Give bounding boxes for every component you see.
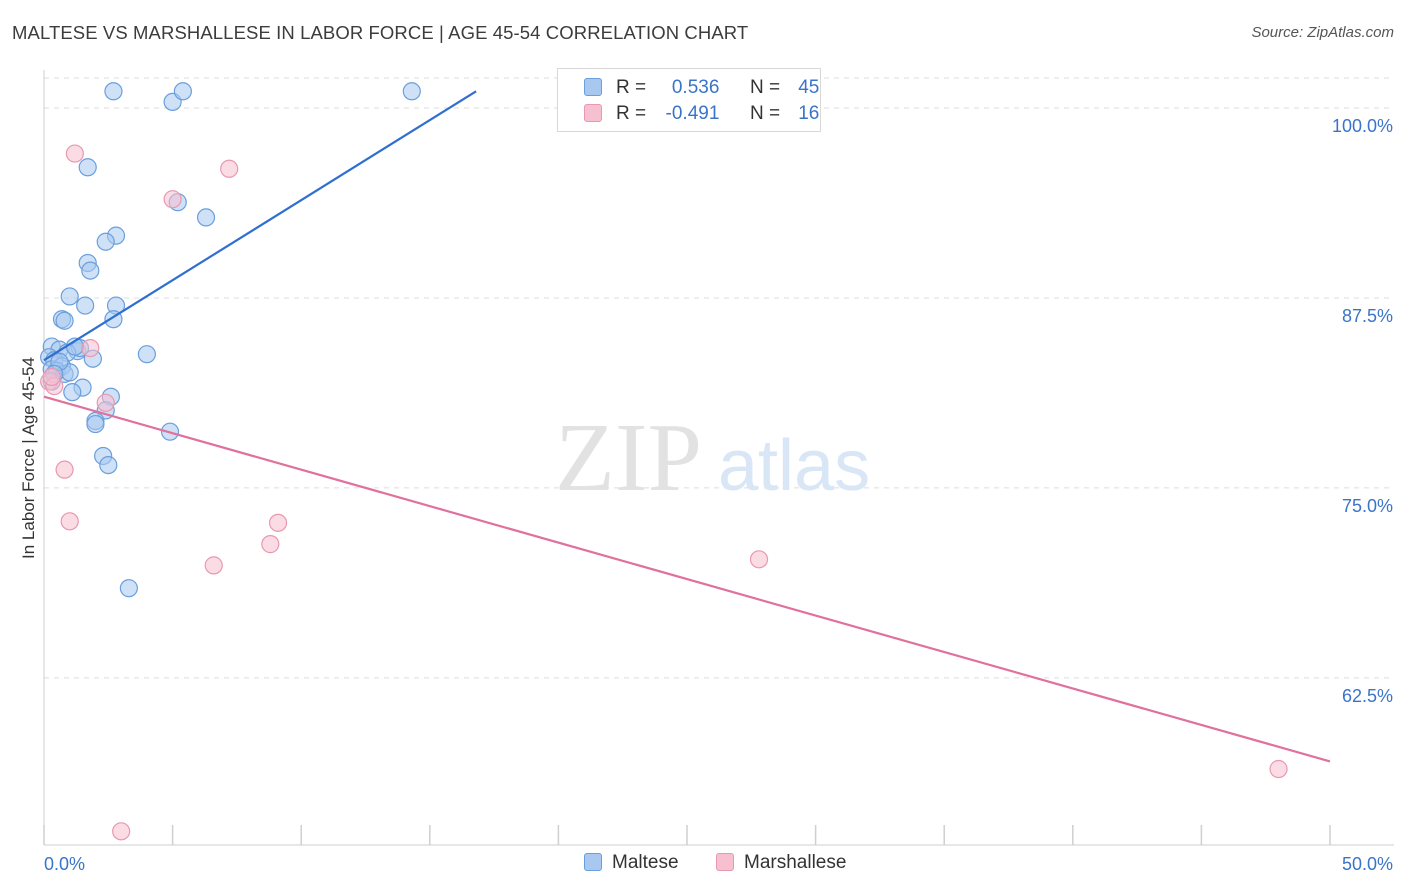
maltese-point <box>196 208 216 227</box>
legend-n-label: N = <box>749 77 781 98</box>
marshallese-point <box>65 144 84 163</box>
maltese-swatch <box>584 78 602 96</box>
legend: R = 0.536 N = 45 R = -0.491 N = 16 <box>557 68 821 132</box>
maltese-swatch <box>584 853 602 871</box>
legend-n-value: 45 <box>798 77 820 98</box>
x-tick-label: 50.0% <box>1342 854 1393 874</box>
marshallese-point <box>96 393 115 412</box>
marshallese-point <box>749 550 769 569</box>
y-tick-label: 62.5% <box>1342 686 1393 706</box>
watermark: ZIP atlas <box>555 404 870 512</box>
maltese-trend-line <box>43 90 477 362</box>
maltese-point <box>55 311 74 330</box>
maltese-point <box>76 296 95 315</box>
legend-r-value: 0.536 <box>671 77 720 98</box>
trend-lines <box>43 90 1331 763</box>
marshallese-point <box>1269 759 1288 779</box>
tick-labels: 62.5% 75.0% 87.5% 100.0% 0.0% 50.0% <box>44 116 1393 874</box>
bottom-legend-marshallese: Marshallese <box>716 852 846 874</box>
marshallese-point <box>220 159 239 178</box>
marshallese-label: Marshallese <box>744 852 847 873</box>
marshallese-point <box>204 556 223 575</box>
legend-r-value: -0.491 <box>665 103 720 124</box>
data-points <box>40 82 1288 841</box>
x-tick-label: 0.0% <box>44 854 85 874</box>
legend-r-label: R = <box>616 77 647 98</box>
marshallese-point <box>60 512 79 531</box>
maltese-point <box>173 82 192 101</box>
axes <box>43 70 1394 846</box>
watermark-zip: ZIP <box>555 404 702 512</box>
y-axis-label: In Labor Force | Age 45-54 <box>19 357 38 559</box>
maltese-point <box>63 383 82 402</box>
marshallese-point <box>81 338 100 358</box>
maltese-point <box>81 261 100 280</box>
maltese-point <box>402 82 421 101</box>
maltese-point <box>137 345 156 364</box>
marshallese-point <box>261 535 280 554</box>
legend-n-value: 16 <box>798 103 820 124</box>
y-tick-label: 87.5% <box>1342 306 1393 326</box>
y-tick-label: 75.0% <box>1342 496 1393 516</box>
marshallese-trend-line <box>43 395 1331 763</box>
chart-title: MALTESE VS MARSHALLESE IN LABOR FORCE | … <box>12 22 749 43</box>
source-label: Source: ZipAtlas.com <box>1251 24 1394 41</box>
legend-r-label: R = <box>616 103 647 124</box>
bottom-legend-maltese: Maltese <box>584 852 679 874</box>
legend-row-maltese: R = 0.536 N = 45 <box>558 75 820 101</box>
marshallese-point <box>268 513 288 532</box>
maltese-point <box>104 82 123 101</box>
marshallese-point <box>112 822 131 841</box>
maltese-point <box>86 414 105 434</box>
y-tick-label: 100.0% <box>1332 116 1393 136</box>
maltese-point <box>119 579 138 598</box>
marshallese-point <box>55 460 74 479</box>
legend-n-label: N = <box>749 103 781 124</box>
maltese-label: Maltese <box>612 852 679 873</box>
marshallese-point <box>42 367 61 387</box>
maltese-point <box>78 158 97 177</box>
maltese-point <box>99 455 118 475</box>
marshallese-swatch <box>584 104 602 122</box>
maltese-point <box>60 287 79 306</box>
marshallese-point <box>163 190 182 209</box>
watermark-atlas: atlas <box>718 426 870 506</box>
maltese-point <box>96 232 115 251</box>
marshallese-swatch <box>716 853 734 871</box>
legend-row-marshallese: R = -0.491 N = 16 <box>558 101 820 127</box>
